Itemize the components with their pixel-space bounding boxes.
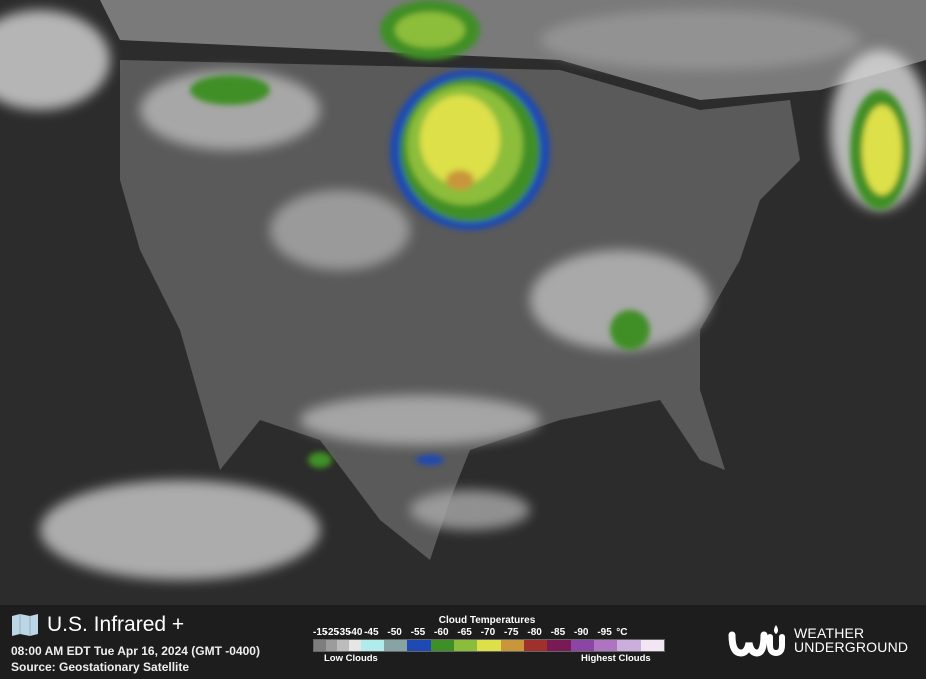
legend-tick: -75	[504, 627, 519, 638]
timestamp: 08:00 AM EDT Tue Apr 16, 2024 (GMT -0400…	[11, 644, 260, 658]
legend-swatch	[640, 640, 664, 651]
legend-tick: -35	[336, 627, 351, 638]
cloud-temperature-legend: Cloud Temperatures -15 -25 -35 -40 -45 -50 -55…	[313, 615, 673, 664]
legend-swatch	[383, 640, 408, 651]
satellite-map[interactable]	[0, 0, 926, 605]
highest-clouds-label: Highest Clouds	[581, 653, 651, 664]
wu-logo[interactable]: WEATHER UNDERGROUND	[728, 623, 908, 657]
legend-tick: -80	[527, 627, 542, 638]
legend-tick: -95	[597, 627, 612, 638]
brand-line-1: WEATHER	[794, 625, 865, 641]
legend-swatch	[570, 640, 594, 651]
low-clouds-label: Low Clouds	[324, 653, 378, 664]
legend-swatch	[523, 640, 548, 651]
legend-tick: -45	[364, 627, 379, 638]
legend-tick: -50	[387, 627, 402, 638]
legend-swatch	[407, 640, 431, 651]
legend-tick: -85	[550, 627, 566, 638]
legend-swatch	[617, 640, 641, 651]
legend-title: Cloud Temperatures	[438, 615, 536, 626]
data-source: Source: Geostationary Satellite	[11, 660, 190, 674]
legend-tick: -40	[347, 627, 363, 638]
wu-logo-icon	[728, 625, 785, 657]
legend-tick: -25	[324, 627, 340, 638]
legend-swatch	[477, 640, 501, 651]
legend-swatch	[593, 640, 618, 651]
legend-swatch	[453, 640, 478, 651]
legend-swatch	[337, 640, 349, 651]
legend-tick: -55	[410, 627, 426, 638]
folded-map-icon	[12, 614, 38, 636]
brand-line-2: UNDERGROUND	[794, 639, 909, 655]
legend-swatch	[360, 640, 384, 651]
legend-tick: -70	[480, 627, 496, 638]
legend-tick: -90	[574, 627, 589, 638]
legend-swatch	[314, 640, 326, 651]
legend-swatch	[348, 640, 361, 651]
legend-unit: °C	[616, 627, 628, 638]
legend-swatch	[500, 640, 524, 651]
info-bar: U.S. Infrared + 08:00 AM EDT Tue Apr 16,…	[0, 605, 926, 679]
legend-tick: -60	[434, 627, 449, 638]
legend-swatch	[430, 640, 454, 651]
map-title[interactable]: U.S. Infrared +	[47, 613, 185, 636]
land-mass	[120, 60, 800, 560]
legend-swatch	[325, 640, 338, 651]
legend-tick: -15	[313, 627, 328, 638]
legend-tick: -65	[457, 627, 472, 638]
legend-swatch	[547, 640, 571, 651]
